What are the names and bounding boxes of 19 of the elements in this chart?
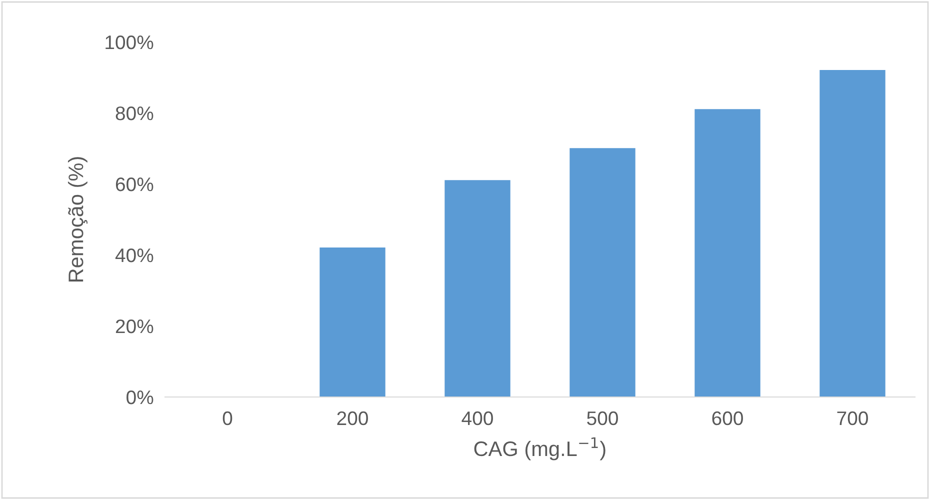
y-tick-label: 40%	[115, 248, 154, 262]
bar	[444, 180, 510, 397]
x-axis-title: CAG (mg.L$^{−1}$)	[474, 437, 606, 460]
y-tick-label: 80%	[116, 106, 154, 120]
y-axis-title: Remoção (%)	[68, 157, 88, 282]
x-tick-label: 400	[462, 411, 493, 426]
x-tick-label: 600	[712, 411, 743, 426]
x-tick-label: 700	[837, 411, 868, 426]
bar	[694, 109, 760, 397]
bar	[820, 70, 886, 397]
bar	[320, 248, 386, 397]
y-tick-label: 100%	[106, 35, 154, 50]
x-tick-label: 500	[587, 411, 618, 426]
x-tick-label: 200	[337, 411, 368, 426]
y-tick-label: 0%	[126, 390, 154, 404]
bar	[570, 148, 636, 397]
y-tick-label: 60%	[116, 177, 154, 192]
y-tick-label: 20%	[116, 319, 154, 334]
x-tick-label: 0	[222, 411, 232, 426]
